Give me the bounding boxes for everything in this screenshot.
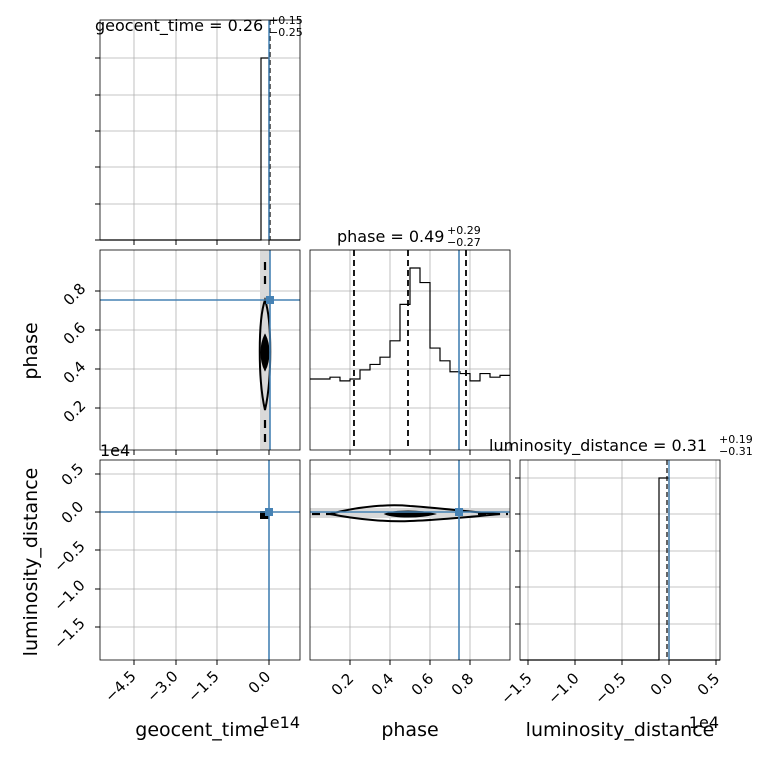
x-axis-label-geocent-time: geocent_time [135,719,264,741]
panel-geocent-time-vs-distance: 0.5 0.0 −0.5 −1.0 −1.5 1e4 luminosity_di… [20,441,301,741]
y-tick-label: 0.2 [60,397,90,427]
x-ticks [133,240,270,245]
x-tick-label: 0.6 [408,670,438,700]
quantile-lines [353,250,467,450]
y-tick-label: −0.5 [50,537,88,575]
y-axis-label-luminosity-distance: luminosity_distance [20,468,42,657]
title-sub: −0.27 [447,236,481,249]
density-blob [260,511,269,519]
y-tick-label: 0.6 [60,319,90,349]
panel-border [309,459,511,661]
title-geocent-time: geocent_time = 0.26 [95,16,263,36]
panel-border [99,459,301,661]
title-sub: −0.31 [719,445,753,458]
truth-marker [455,508,463,516]
x-tick-label: 0.2 [328,670,358,700]
y-ticks [95,57,100,241]
x-ticks [133,660,270,665]
panel-border [309,249,511,451]
x-axis-label-luminosity-distance: luminosity_distance [526,719,715,741]
grid-lines [310,460,510,660]
y-ticks [95,473,100,628]
x-tick-label: −0.5 [591,669,629,707]
x-tick-label: 0.5 [694,670,724,700]
x-tick-label: 0.0 [245,668,275,698]
x-tick-label: −4.5 [101,667,139,705]
x-axis-label-phase: phase [381,719,438,741]
panel-geocent-time-vs-phase: 0.8 0.6 0.4 0.2 phase [20,249,301,455]
title-sup: +0.15 [269,14,303,27]
y-tick-label: −1.0 [50,576,88,614]
panel-border [519,459,721,661]
y-tick-label: 0.5 [58,460,88,490]
y-tick-label: 0.8 [60,280,90,310]
panel-border [99,19,301,241]
panel-border [99,249,301,451]
y-ticks [95,290,100,409]
x-tick-label: 0.4 [368,670,398,700]
x-offset-text: 1e14 [260,713,300,732]
grid-lines [100,460,300,660]
title-sub: −0.25 [269,26,303,39]
x-tick-label: −3.0 [143,667,181,705]
title-main: geocent_time = 0.26 [95,16,263,36]
x-offset-text: 1e4 [689,713,719,732]
panel-phase-vs-distance: 0.2 0.4 0.6 0.8 phase [309,459,511,741]
x-ticks [349,450,471,455]
panel-geocent-time-hist: geocent_time = 0.26 +0.15 −0.25 [95,14,303,245]
y-tick-label: 0.4 [60,358,90,388]
x-ticks [133,450,270,455]
x-tick-label: −1.5 [184,667,222,705]
title-luminosity-distance: luminosity_distance = 0.31 [489,436,707,456]
title-sup: +0.19 [719,433,753,446]
density-contour-inner [260,333,270,372]
y-tick-label: −1.5 [50,614,88,652]
truth-marker [266,296,274,304]
x-tick-label: 0.0 [647,670,677,700]
phase-histogram [310,267,510,382]
y-offset-text: 1e4 [100,441,130,460]
x-tick-label: 0.8 [448,670,478,700]
distance-histogram [520,477,720,661]
grid-lines [520,460,720,660]
panel-frame [100,20,300,240]
x-tick-label: −1.0 [544,669,582,707]
title-sup: +0.29 [447,224,481,237]
panel-phase-hist: phase = 0.49 +0.29 −0.27 [309,224,511,455]
truth-marker [265,508,273,516]
title-phase: phase = 0.49 [337,227,444,246]
y-tick-label: 0.0 [58,498,88,528]
x-tick-label: −1.5 [497,669,535,707]
y-ticks [515,477,520,625]
panel-luminosity-distance-hist: −1.5 −1.0 −0.5 0.0 0.5 luminosity_distan… [489,433,753,741]
y-axis-label-phase: phase [20,322,42,379]
x-ticks [349,660,471,665]
x-ticks [527,660,717,665]
